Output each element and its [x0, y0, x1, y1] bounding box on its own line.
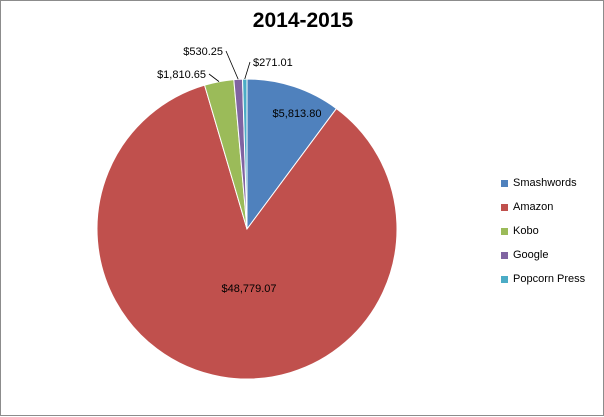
data-label: $1,810.65: [157, 69, 206, 81]
legend-swatch: [501, 251, 508, 259]
legend-swatch: [501, 227, 508, 235]
legend-label: Smashwords: [513, 177, 577, 189]
chart-title: 2014-2015: [252, 9, 354, 32]
legend-swatch: [501, 275, 508, 283]
legend-label: Kobo: [513, 225, 539, 237]
legend-swatch: [501, 179, 508, 187]
legend-label: Popcorn Press: [513, 273, 586, 285]
leader-line: [225, 50, 239, 80]
leader-line: [244, 61, 251, 80]
legend-label: Google: [513, 249, 549, 261]
legend-item: Smashwords: [501, 171, 585, 195]
data-label: $48,779.07: [221, 283, 276, 295]
legend-item: Google: [501, 243, 585, 267]
legend-item: Amazon: [501, 195, 585, 219]
pie-slice-smashwords: [246, 78, 338, 231]
leader-line: [208, 73, 220, 82]
legend-label: Amazon: [513, 201, 554, 213]
legend: Smashwords Amazon Kobo Google Popcorn Pr…: [501, 171, 585, 291]
data-label: $5,813.80: [273, 108, 322, 120]
data-label: $271.01: [253, 57, 293, 69]
legend-item: Kobo: [501, 219, 585, 243]
data-label: $530.25: [183, 46, 223, 58]
legend-swatch: [501, 203, 508, 211]
pie-slice-amazon: [96, 84, 398, 380]
legend-item: Popcorn Press: [501, 267, 585, 291]
